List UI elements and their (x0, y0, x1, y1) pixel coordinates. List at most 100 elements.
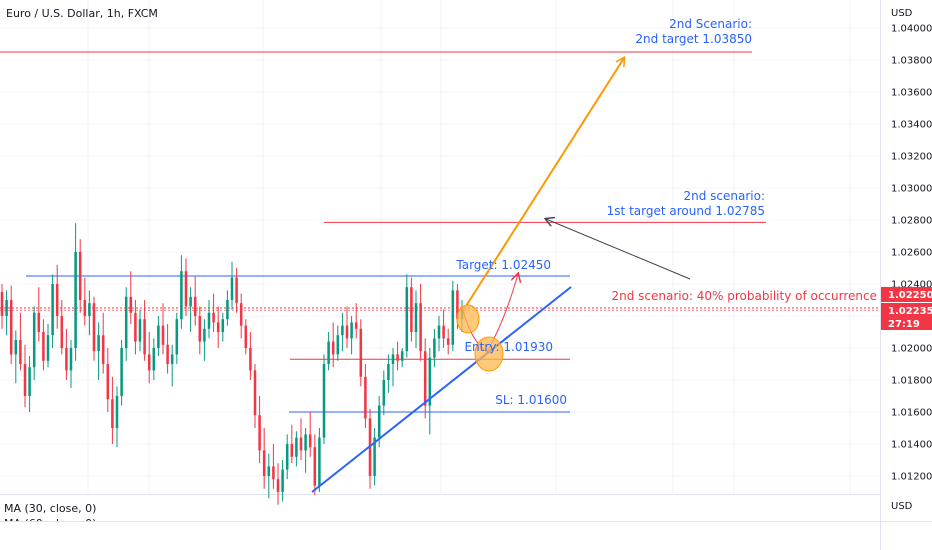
candle-body (244, 325, 248, 348)
candle-body (391, 354, 395, 364)
candle-body (55, 284, 59, 316)
candle-body (157, 325, 160, 348)
second-target-label: 2nd target 1.03850 (635, 32, 752, 46)
price-tick-label: 1.03600 (891, 88, 932, 99)
highlight-circle-entry (474, 336, 504, 372)
candle-body (78, 252, 82, 300)
candle-body (285, 444, 289, 470)
candle-body (111, 399, 114, 428)
candle-body (226, 300, 229, 320)
candle-body (23, 364, 27, 396)
sl-label: SL: 1.01600 (495, 393, 567, 407)
candle-body (235, 277, 238, 304)
candle-body (313, 447, 317, 486)
candle-body (88, 303, 91, 316)
price-tick-label: 1.01600 (891, 408, 932, 419)
candle-body (410, 287, 413, 332)
candle-body (189, 296, 192, 307)
candle-body (161, 325, 165, 345)
candle-body (414, 303, 418, 332)
candle-body (446, 338, 450, 345)
candles (0, 223, 464, 505)
candle-body (253, 370, 257, 416)
price-tick-label: 1.01400 (891, 440, 932, 451)
candle-body (262, 450, 266, 476)
entry-label: Entry: 1.01930 (464, 340, 553, 354)
candle-body (120, 348, 123, 396)
candle-body (60, 316, 64, 348)
candle-body (295, 437, 298, 457)
candle-body (46, 335, 50, 361)
countdown-timer: 27:19 (888, 319, 920, 330)
candle-body (433, 338, 436, 358)
candle-body (129, 296, 133, 313)
candle-body (230, 277, 234, 300)
candle-body (198, 316, 202, 342)
candle-body (354, 322, 358, 329)
candle-body (138, 319, 142, 342)
candle-body (304, 434, 307, 451)
candle-body (221, 319, 225, 332)
price-tick-label: 1.02400 (891, 280, 932, 291)
candle-body (180, 271, 183, 320)
candle-body (382, 380, 386, 406)
candle-body (5, 300, 8, 316)
candle-body (65, 348, 68, 371)
candle-body (106, 364, 110, 400)
candle-body (166, 344, 169, 364)
candle-body (327, 341, 330, 364)
drawings (311, 58, 691, 493)
price-axis[interactable]: 1.04000 1.03800 1.03600 1.03400 1.03200 1.030… (891, 24, 932, 483)
candle-body (170, 354, 174, 364)
candle-body (203, 328, 206, 342)
candle-body (350, 322, 353, 339)
candle-body (28, 367, 31, 396)
candle-body (419, 303, 422, 352)
second-scenario-title: 2nd Scenario: (669, 17, 752, 31)
candle-body (19, 340, 22, 364)
candle-body (258, 415, 261, 451)
candle-body (364, 376, 367, 419)
price-tick-label: 1.03000 (891, 184, 932, 195)
candle-body (184, 271, 188, 307)
candle-body (290, 444, 294, 457)
candle-body (216, 322, 220, 332)
candle-body (9, 300, 13, 355)
price-badge-current-text: 1.02250 (888, 290, 932, 301)
candle-body (276, 479, 280, 492)
currency-label: USD (891, 8, 913, 19)
candle-body (345, 325, 349, 339)
highlight-circle-top (456, 304, 480, 334)
candle-body (428, 357, 432, 406)
candle-body (437, 325, 441, 339)
second-scenario-lower-title: 2nd scenario: (683, 189, 765, 203)
candle-body (97, 335, 100, 352)
candle-body (193, 296, 197, 316)
candle-body (405, 287, 409, 352)
candle-body (331, 341, 335, 355)
probability-label: 2nd scenario: 40% probability of occurre… (611, 289, 877, 303)
candle-body (322, 364, 326, 438)
target-label: Target: 1.02450 (455, 258, 551, 272)
candle-body (207, 312, 211, 329)
candle-body (281, 469, 284, 492)
candle-body (456, 290, 459, 320)
symbol-title[interactable]: Euro / U.S. Dollar, 1h, FXCM (6, 7, 158, 20)
candle-body (74, 252, 77, 348)
trend-line (311, 286, 572, 493)
candle-body (92, 303, 96, 352)
price-tick-label: 1.02600 (891, 248, 932, 259)
indicator-ma30-label[interactable]: MA (30, close, 0) (4, 502, 96, 515)
candle-body (147, 354, 151, 371)
candle-body (341, 325, 344, 336)
candle-body (451, 290, 455, 345)
candle-body (400, 351, 404, 361)
price-tick-label: 1.02800 (891, 216, 932, 227)
candle-body (0, 292, 4, 316)
candle-body (359, 328, 363, 377)
candle-body (299, 437, 303, 451)
candle-body (37, 312, 41, 332)
price-badge-bid (881, 303, 932, 330)
